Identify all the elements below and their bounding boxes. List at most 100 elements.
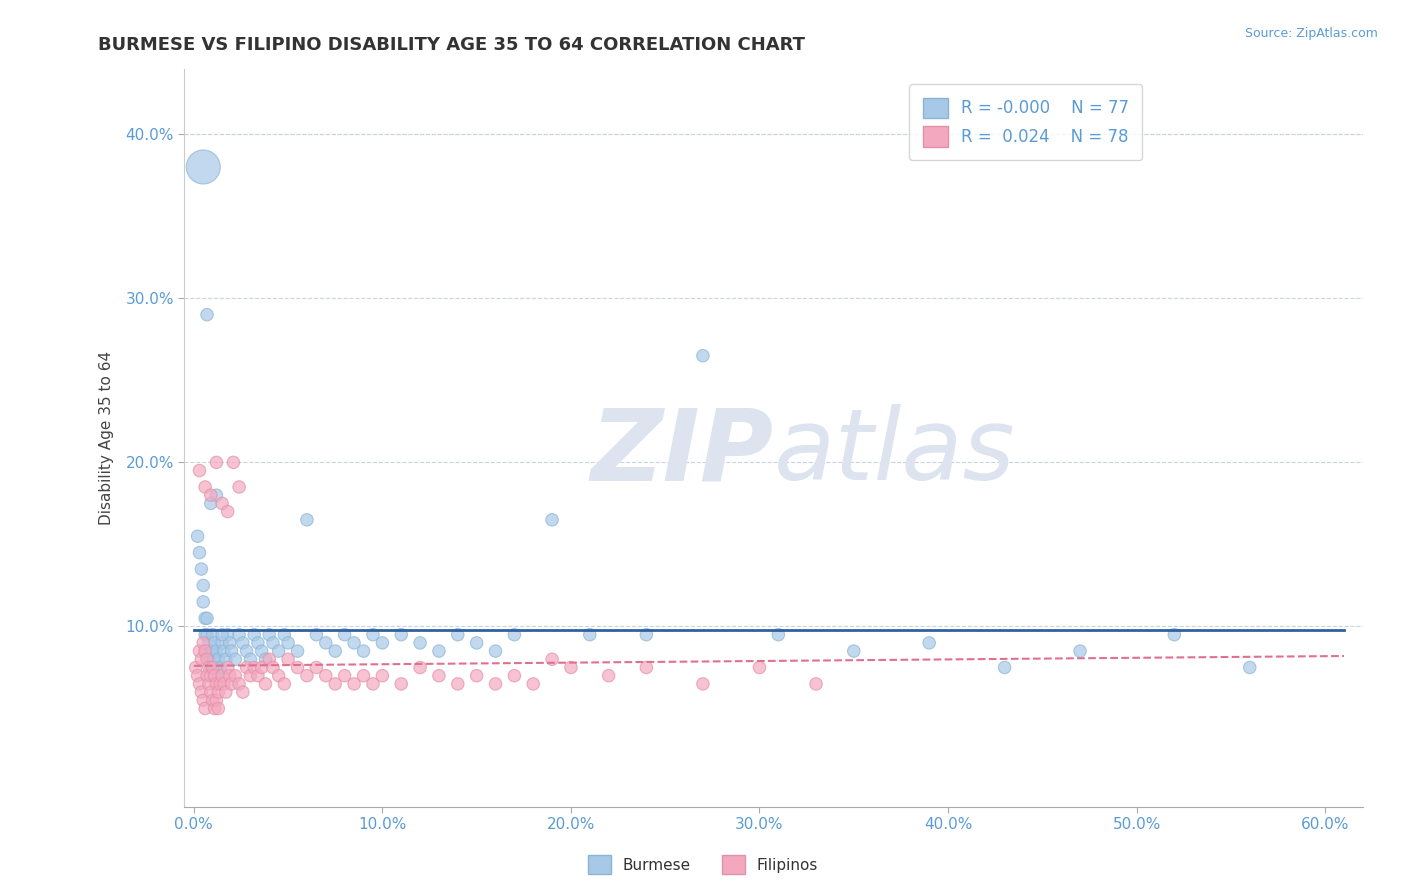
Point	[333, 628, 356, 642]
Point	[235, 644, 257, 658]
Point	[389, 628, 412, 642]
Point	[333, 669, 356, 683]
Point	[371, 636, 394, 650]
Point	[353, 644, 375, 658]
Point	[200, 488, 222, 502]
Point	[194, 480, 217, 494]
Point	[221, 677, 243, 691]
Point	[195, 628, 218, 642]
Point	[295, 669, 318, 683]
Point	[200, 496, 222, 510]
Point	[194, 701, 217, 715]
Point	[211, 628, 233, 642]
Point	[193, 160, 215, 174]
Point	[215, 652, 238, 666]
Point	[447, 628, 470, 642]
Point	[198, 652, 221, 666]
Point	[503, 628, 526, 642]
Point	[1239, 660, 1261, 674]
Point	[254, 652, 277, 666]
Point	[205, 644, 228, 658]
Point	[201, 660, 224, 674]
Point	[804, 677, 827, 691]
Point	[371, 669, 394, 683]
Point	[503, 669, 526, 683]
Point	[194, 644, 217, 658]
Point	[195, 308, 218, 322]
Point	[204, 669, 226, 683]
Point	[692, 677, 714, 691]
Point	[246, 636, 269, 650]
Point	[305, 660, 328, 674]
Point	[200, 644, 222, 658]
Point	[190, 685, 212, 699]
Point	[184, 660, 207, 674]
Point	[262, 636, 284, 650]
Point	[262, 660, 284, 674]
Point	[768, 628, 790, 642]
Point	[484, 677, 506, 691]
Point	[205, 693, 228, 707]
Point	[204, 652, 226, 666]
Point	[232, 685, 254, 699]
Point	[187, 529, 209, 543]
Point	[267, 644, 290, 658]
Point	[195, 611, 218, 625]
Point	[560, 660, 582, 674]
Point	[465, 636, 488, 650]
Point	[287, 660, 309, 674]
Point	[273, 628, 295, 642]
Point	[748, 660, 770, 674]
Point	[222, 455, 245, 469]
Point	[198, 677, 221, 691]
Point	[195, 669, 218, 683]
Point	[205, 660, 228, 674]
Point	[193, 636, 215, 650]
Point	[209, 660, 232, 674]
Point	[201, 628, 224, 642]
Point	[636, 660, 658, 674]
Point	[207, 669, 229, 683]
Legend: Burmese, Filipinos: Burmese, Filipinos	[582, 849, 824, 880]
Point	[541, 652, 564, 666]
Point	[207, 685, 229, 699]
Point	[200, 660, 222, 674]
Point	[389, 677, 412, 691]
Point	[427, 644, 450, 658]
Point	[211, 669, 233, 683]
Point	[228, 480, 250, 494]
Point	[193, 578, 215, 592]
Point	[323, 644, 346, 658]
Point	[190, 562, 212, 576]
Point	[188, 464, 211, 478]
Point	[235, 660, 257, 674]
Point	[239, 652, 262, 666]
Point	[257, 628, 280, 642]
Point	[343, 636, 366, 650]
Point	[228, 628, 250, 642]
Point	[207, 652, 229, 666]
Point	[257, 652, 280, 666]
Point	[209, 677, 232, 691]
Point	[361, 628, 384, 642]
Point	[198, 636, 221, 650]
Point	[277, 636, 299, 650]
Point	[353, 669, 375, 683]
Text: Source: ZipAtlas.com: Source: ZipAtlas.com	[1244, 27, 1378, 40]
Point	[994, 660, 1017, 674]
Point	[323, 677, 346, 691]
Point	[228, 677, 250, 691]
Point	[224, 652, 246, 666]
Point	[188, 644, 211, 658]
Point	[427, 669, 450, 683]
Text: atlas: atlas	[773, 404, 1015, 501]
Point	[250, 660, 273, 674]
Point	[315, 669, 337, 683]
Point	[218, 636, 240, 650]
Point	[1163, 628, 1185, 642]
Point	[193, 595, 215, 609]
Point	[205, 455, 228, 469]
Point	[1069, 644, 1091, 658]
Point	[194, 644, 217, 658]
Point	[246, 669, 269, 683]
